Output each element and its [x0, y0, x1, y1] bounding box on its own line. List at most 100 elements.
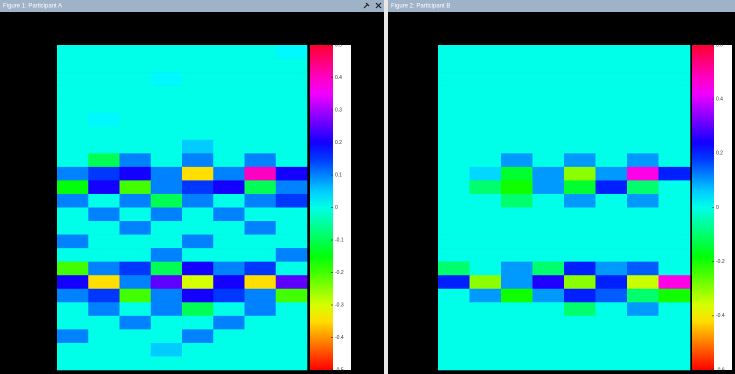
colorbar-tick-label: 0.6 [716, 42, 723, 48]
heatmap-cell [245, 356, 277, 370]
heatmap-cell [438, 72, 470, 86]
heatmap-cell [501, 167, 533, 181]
heatmap-cell [659, 167, 691, 181]
heatmap-cell [659, 194, 691, 208]
heatmap-cell [533, 316, 565, 330]
heatmap-cell [501, 302, 533, 316]
heatmap-cell [501, 248, 533, 262]
heatmap-cell [470, 99, 502, 113]
heatmap-cell [182, 153, 214, 167]
heatmap-cell [151, 113, 183, 127]
heatmap-cell [659, 275, 691, 289]
heatmap-cell [470, 180, 502, 194]
heatmap-cell [151, 343, 183, 357]
screen: Figure 1: Participant A0.50.40.30.20.10-… [0, 0, 735, 374]
heatmap-cell [213, 235, 245, 249]
heatmap-cell [182, 99, 214, 113]
heatmap-cell [596, 302, 628, 316]
heatmap-cell [438, 59, 470, 73]
heatmap-cell [627, 59, 659, 73]
heatmap-cell [120, 289, 152, 303]
heatmap-cell [596, 275, 628, 289]
heatmap-cell [120, 262, 152, 276]
heatmap-cell [627, 113, 659, 127]
heatmap-cell [533, 356, 565, 370]
heatmap-cell [533, 302, 565, 316]
heatmap-cell [57, 262, 89, 276]
heatmap-cell [245, 248, 277, 262]
heatmap-cell [213, 275, 245, 289]
heatmap-cell [627, 208, 659, 222]
heatmap-cell [151, 221, 183, 235]
heatmap-cell [564, 356, 596, 370]
heatmap-cell [533, 221, 565, 235]
heatmap-cell [245, 140, 277, 154]
heatmap-cell [245, 45, 277, 59]
heatmap-cell [501, 140, 533, 154]
heatmap-cell [501, 126, 533, 140]
heatmap-cell [438, 45, 470, 59]
heatmap-cell [57, 99, 89, 113]
heatmap-cell [182, 140, 214, 154]
heatmap-cell [470, 140, 502, 154]
heatmap-cell [120, 275, 152, 289]
heatmap-cell [57, 208, 89, 222]
heatmap-cell [276, 289, 308, 303]
heatmap-cell [213, 167, 245, 181]
heatmap-cell [213, 45, 245, 59]
heatmap-cell [564, 113, 596, 127]
heatmap-cell [533, 262, 565, 276]
heatmap-cell [564, 248, 596, 262]
heatmap-cell [438, 140, 470, 154]
heatmap-cell [596, 140, 628, 154]
heatmap-cell [151, 194, 183, 208]
heatmap-cell [213, 343, 245, 357]
heatmap-cell [564, 59, 596, 73]
heatmap-cell [627, 153, 659, 167]
heatmap-cell [57, 316, 89, 330]
heatmap-cell [88, 316, 120, 330]
heatmap-cell [57, 167, 89, 181]
heatmap-cell [627, 316, 659, 330]
heatmap-cell [659, 153, 691, 167]
heatmap-cell [501, 329, 533, 343]
heatmap-cell [470, 59, 502, 73]
heatmap-cell [245, 113, 277, 127]
heatmap-cell [88, 248, 120, 262]
heatmap-cell [120, 221, 152, 235]
heatmap-cell [470, 316, 502, 330]
splitter[interactable] [384, 0, 388, 374]
heatmap-cell [213, 356, 245, 370]
heatmap-cell [596, 59, 628, 73]
heatmap-cell [438, 221, 470, 235]
heatmap-cell [120, 343, 152, 357]
colorbar-tick-label: -0.5 [335, 367, 344, 373]
heatmap-cell [182, 208, 214, 222]
heatmap-cell [57, 153, 89, 167]
heatmap-cell [438, 194, 470, 208]
heatmap-cell [182, 72, 214, 86]
heatmap-cell [533, 72, 565, 86]
heatmap-cell [182, 180, 214, 194]
heatmap-cell [659, 329, 691, 343]
heatmap-cell [120, 113, 152, 127]
heatmap-cell [564, 45, 596, 59]
colorbar-tick-label: 0 [335, 205, 338, 211]
heatmap-cell [533, 329, 565, 343]
heatmap-cell [533, 180, 565, 194]
heatmap-cell [151, 140, 183, 154]
heatmap-cell [596, 180, 628, 194]
heatmap-cell [213, 221, 245, 235]
heatmap-cell [627, 221, 659, 235]
heatmap-cell [245, 275, 277, 289]
heatmap-cell [213, 180, 245, 194]
heatmap-cell [659, 72, 691, 86]
heatmap-cell [438, 180, 470, 194]
heatmap-cell [213, 99, 245, 113]
heatmap-cell [438, 302, 470, 316]
heatmap-cell [659, 289, 691, 303]
heatmap-cell [88, 167, 120, 181]
heatmap-cell [564, 235, 596, 249]
heatmap-cell [533, 343, 565, 357]
heatmap-cell [533, 208, 565, 222]
